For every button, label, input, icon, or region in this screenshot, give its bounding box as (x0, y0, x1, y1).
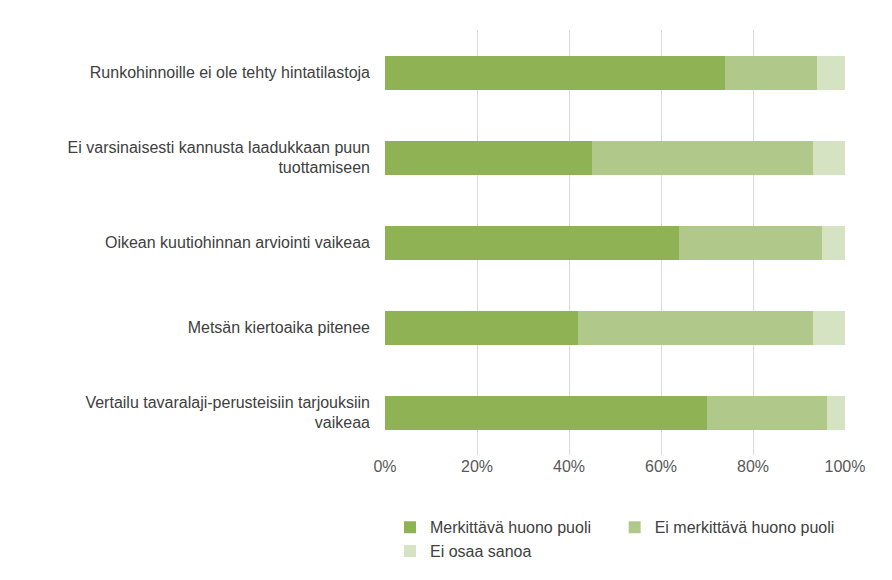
svg-text:40%: 40% (553, 458, 585, 475)
svg-text:Ei osaa sanoa: Ei osaa sanoa (430, 543, 532, 560)
svg-text:80%: 80% (737, 458, 769, 475)
svg-text:20%: 20% (461, 458, 493, 475)
svg-text:60%: 60% (645, 458, 677, 475)
svg-text:Metsän kiertoaika pitenee: Metsän kiertoaika pitenee (188, 319, 370, 336)
svg-text:100%: 100% (825, 458, 866, 475)
svg-text:0%: 0% (373, 458, 396, 475)
svg-text:Runkohinnoille ei ole tehty hi: Runkohinnoille ei ole tehty hintatilasto… (90, 64, 370, 81)
svg-text:Merkittävä huono puoli: Merkittävä huono puoli (430, 519, 591, 536)
svg-text:Ei merkittävä huono puoli: Ei merkittävä huono puoli (655, 519, 835, 536)
svg-text:Ei varsinaisesti kannusta laad: Ei varsinaisesti kannusta laadukkaan puu… (68, 139, 370, 177)
svg-text:Vertailu tavaralaji-perusteisi: Vertailu tavaralaji-perusteisiin tarjouk… (85, 394, 370, 432)
svg-text:Oikean kuutiohinnan arviointi: Oikean kuutiohinnan arviointi vaikeaa (105, 234, 370, 251)
